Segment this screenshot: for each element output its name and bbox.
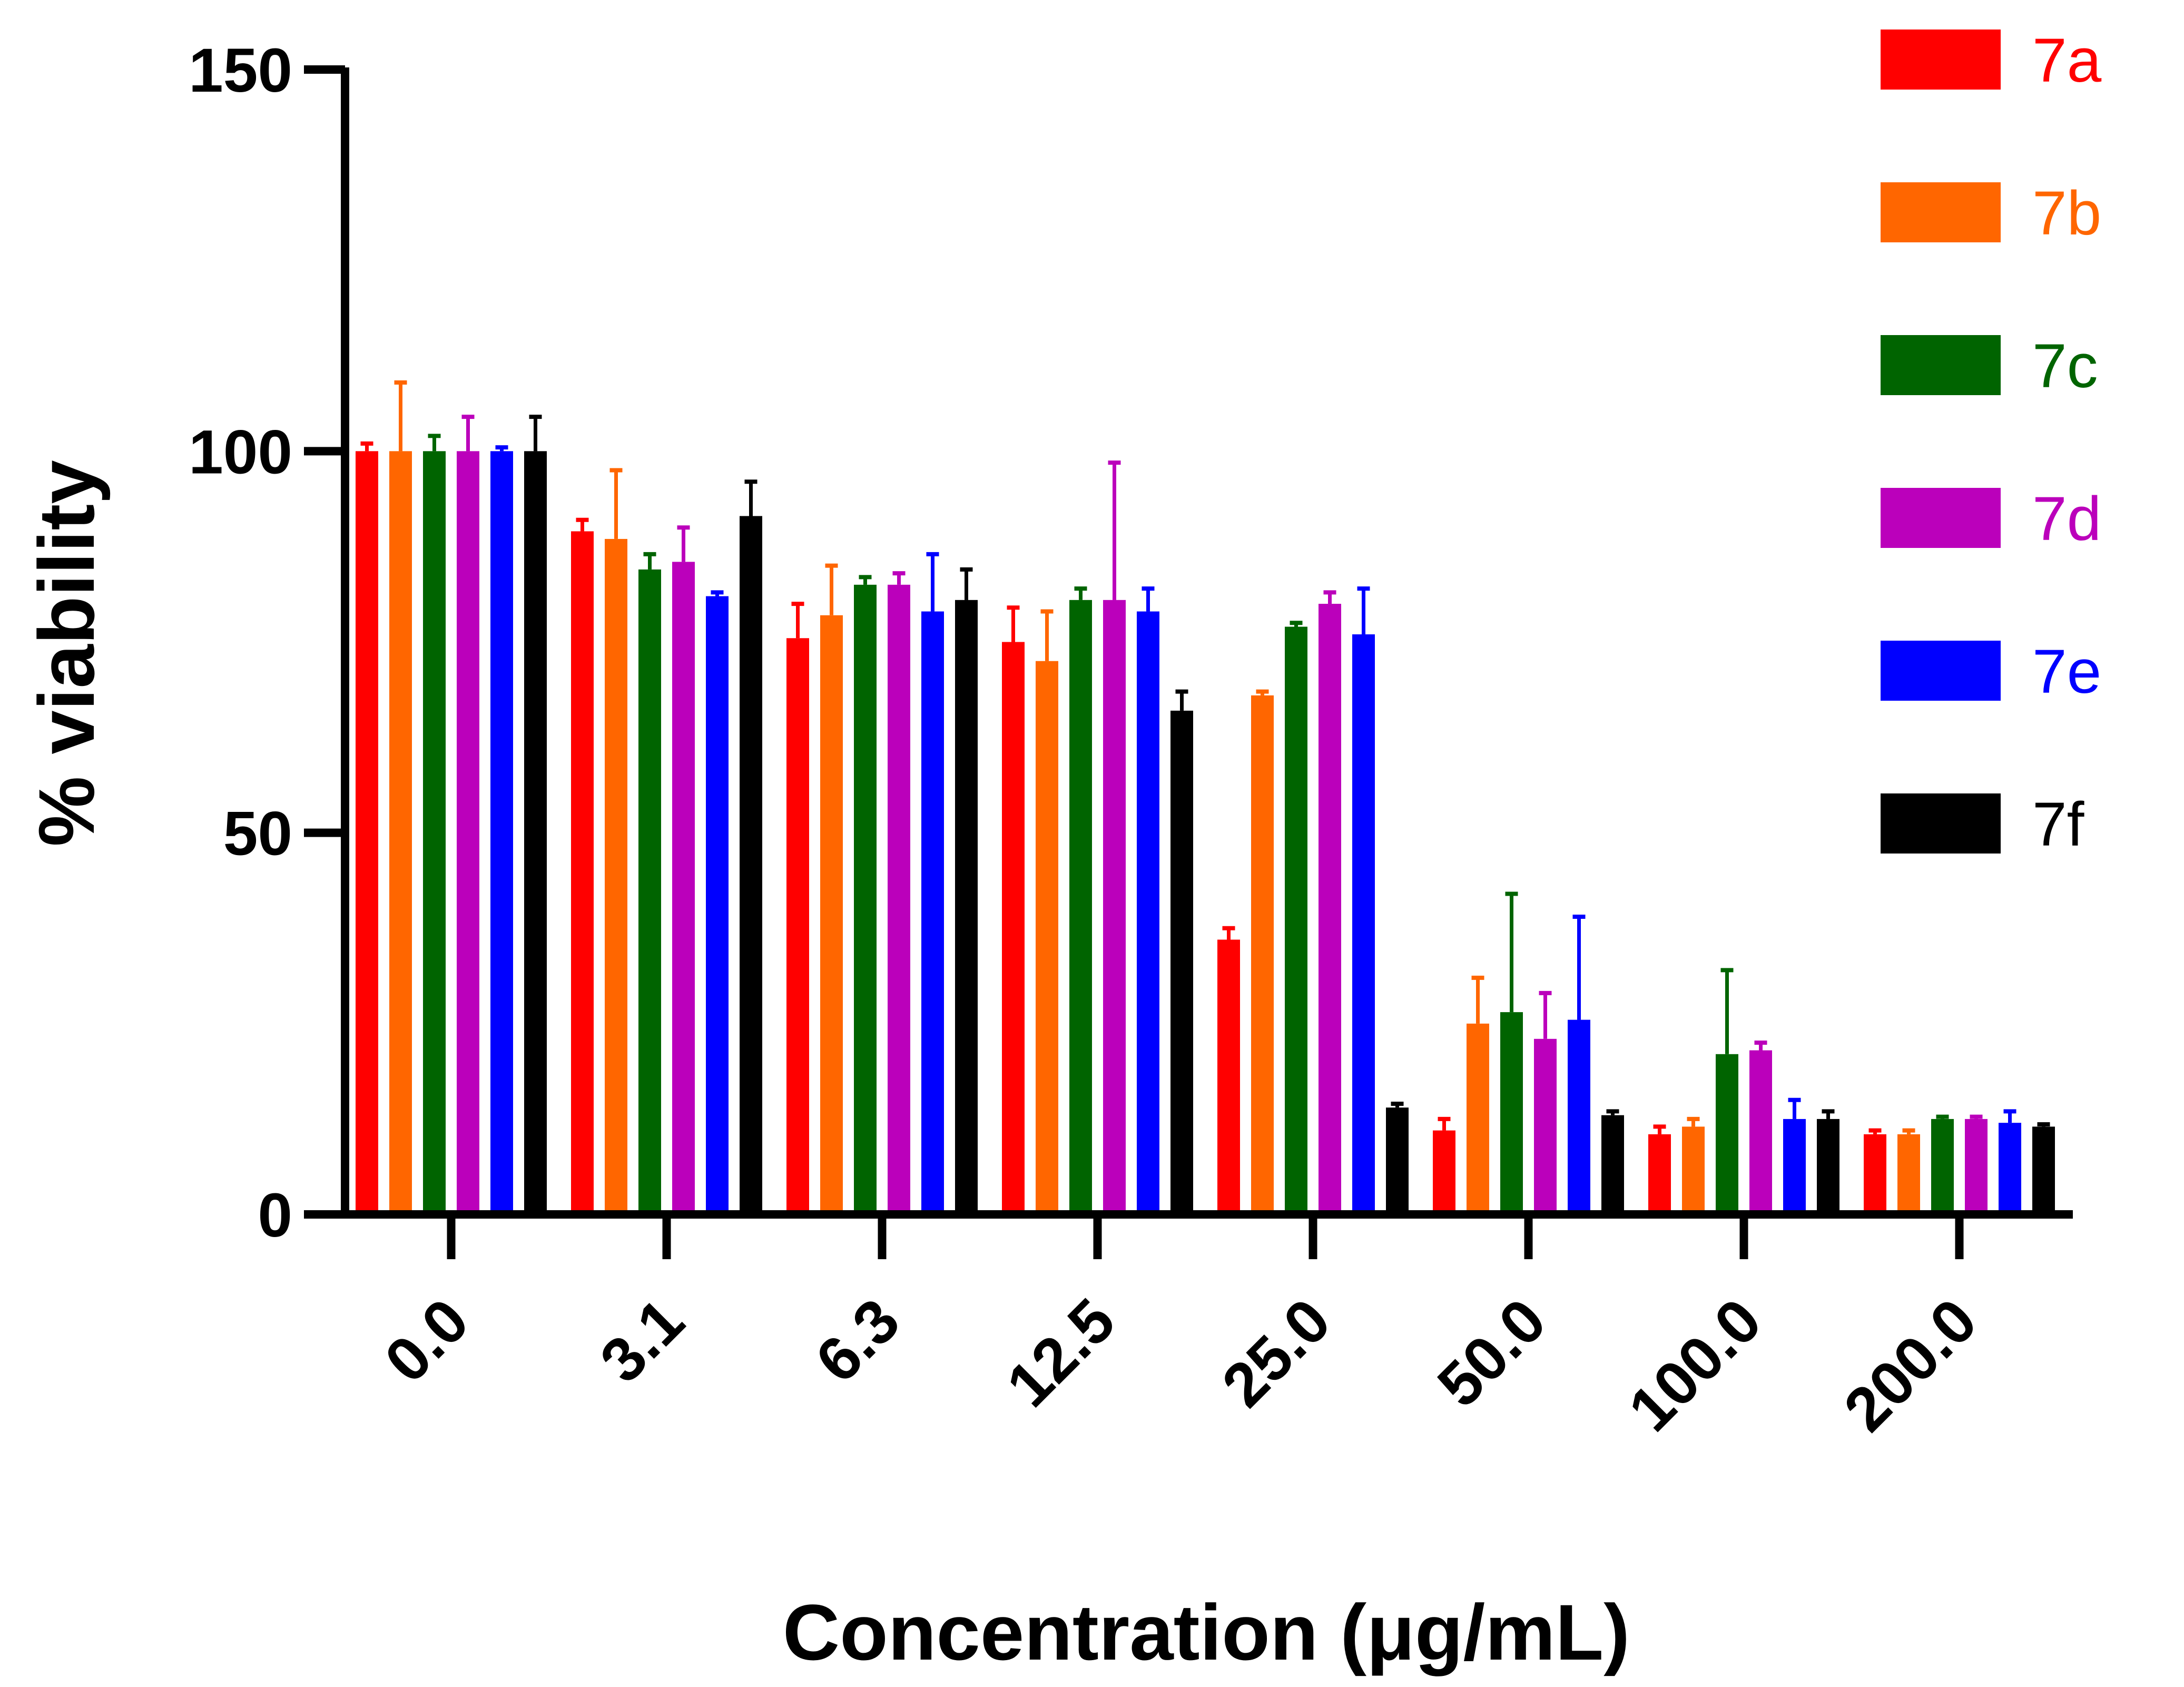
bar-7e-200.0 (1999, 1123, 2021, 1214)
legend-swatch-7b (1881, 182, 2001, 242)
x-tick-label: 50.0 (1424, 1286, 1559, 1420)
bar-7d-3.1 (672, 562, 695, 1214)
bar-7a-3.1 (571, 531, 594, 1214)
bar-7f-0.0 (524, 451, 547, 1215)
bar-7d-50.0 (1534, 1038, 1557, 1214)
bar-7a-50.0 (1433, 1130, 1455, 1214)
bar-7e-0.0 (490, 451, 513, 1215)
legend-swatch-7f (1881, 793, 2001, 854)
x-tick-label: 3.1 (587, 1286, 697, 1396)
legend-label-7a: 7a (2032, 26, 2102, 95)
bar-7c-200.0 (1931, 1119, 1954, 1214)
bar-7e-3.1 (706, 596, 729, 1214)
bar-7b-100.0 (1682, 1126, 1705, 1214)
bar-7d-200.0 (1965, 1119, 1988, 1214)
y-tick-label: 150 (189, 36, 292, 105)
bar-7e-100.0 (1783, 1119, 1806, 1214)
bar-7f-25.0 (1386, 1107, 1409, 1214)
bar-7c-3.1 (638, 569, 661, 1214)
bar-7f-12.5 (1170, 710, 1193, 1214)
bar-7e-6.3 (921, 611, 944, 1214)
x-tick-label: 25.0 (1209, 1286, 1344, 1420)
bar-7a-25.0 (1217, 939, 1240, 1214)
bar-7e-50.0 (1568, 1019, 1590, 1214)
bar-7c-25.0 (1285, 626, 1307, 1214)
bar-7f-6.3 (955, 600, 978, 1214)
bar-7b-25.0 (1251, 695, 1274, 1214)
legend-swatch-7a (1881, 30, 2001, 90)
bar-7c-0.0 (423, 451, 446, 1215)
bars-layer (356, 451, 2055, 1215)
x-tick-label: 0.0 (372, 1286, 482, 1396)
bar-7d-0.0 (457, 451, 479, 1215)
legend-label-7c: 7c (2032, 331, 2098, 401)
error-bars-layer (360, 380, 2050, 1134)
bar-7b-12.5 (1036, 661, 1058, 1214)
bar-7b-0.0 (389, 451, 412, 1215)
legend-label-7b: 7b (2032, 179, 2101, 248)
x-tick-label: 200.0 (1831, 1286, 1990, 1445)
x-tick-label: 100.0 (1616, 1286, 1775, 1445)
bar-7a-12.5 (1002, 642, 1025, 1214)
bar-7c-12.5 (1069, 600, 1092, 1214)
bar-7e-12.5 (1137, 611, 1159, 1214)
x-tick-label: 12.5 (993, 1286, 1128, 1420)
bar-7c-100.0 (1716, 1054, 1738, 1214)
bar-7c-50.0 (1500, 1012, 1523, 1214)
bar-7e-25.0 (1352, 634, 1375, 1214)
legend-label-7f: 7f (2032, 790, 2084, 859)
bar-7f-200.0 (2032, 1126, 2055, 1214)
y-tick-label: 0 (258, 1181, 292, 1250)
bar-7c-6.3 (854, 584, 877, 1214)
bar-7d-25.0 (1319, 604, 1341, 1214)
y-tick-label: 100 (189, 417, 292, 487)
x-axis-title: Concentration (μg/mL) (783, 1588, 1630, 1676)
bar-7d-6.3 (888, 584, 910, 1214)
legend-swatch-7e (1881, 641, 2001, 701)
bar-7d-100.0 (1749, 1050, 1772, 1214)
bar-7b-6.3 (820, 615, 843, 1214)
x-tick-label: 6.3 (803, 1286, 913, 1396)
bar-7d-12.5 (1103, 600, 1126, 1214)
legend-label-7e: 7e (2032, 637, 2101, 707)
bar-7a-0.0 (356, 451, 378, 1215)
bar-7a-6.3 (786, 638, 809, 1214)
y-axis-title: % viability (22, 460, 111, 847)
bar-7b-50.0 (1467, 1023, 1489, 1214)
legend-label-7d: 7d (2032, 484, 2101, 554)
legend: 7a 7b 7c 7d 7e 7f (1881, 26, 2102, 859)
bar-7f-3.1 (740, 516, 762, 1214)
bar-7f-50.0 (1601, 1115, 1624, 1214)
bar-7f-100.0 (1817, 1119, 1839, 1214)
legend-swatch-7d (1881, 488, 2001, 548)
bar-7b-200.0 (1897, 1134, 1920, 1214)
bar-7a-200.0 (1864, 1134, 1886, 1214)
legend-swatch-7c (1881, 335, 2001, 395)
bar-7b-3.1 (605, 538, 627, 1215)
bar-7a-100.0 (1648, 1134, 1671, 1214)
y-tick-label: 50 (223, 799, 292, 869)
